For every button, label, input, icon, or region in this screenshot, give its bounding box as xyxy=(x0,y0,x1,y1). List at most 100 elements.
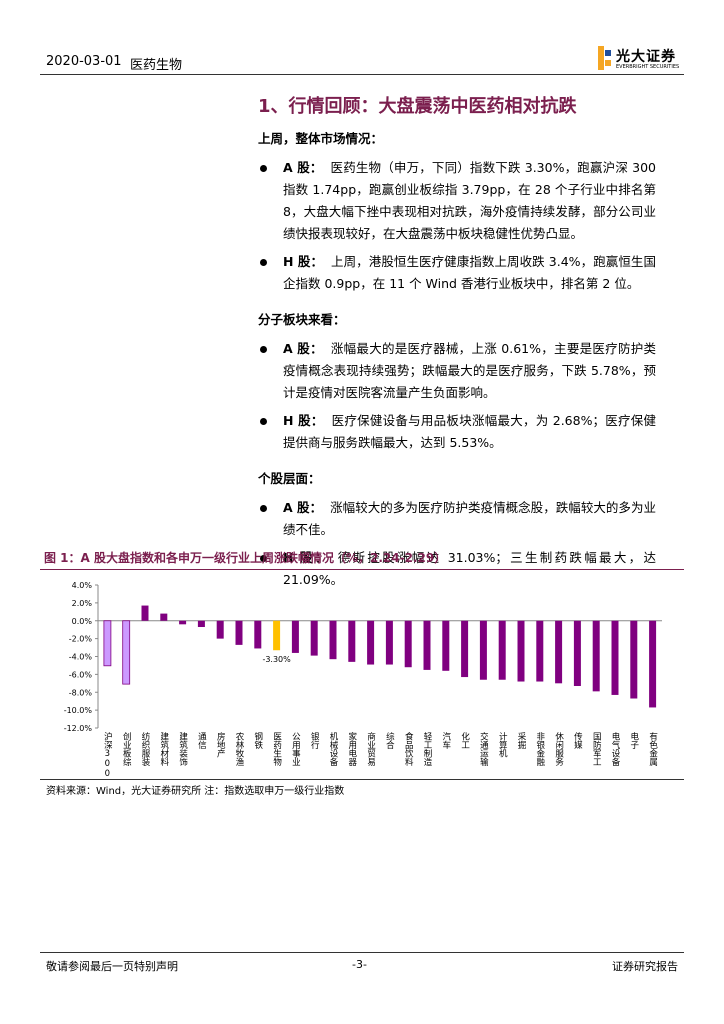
section-title: 1、行情回顾：大盘震荡中医药相对抗跌 xyxy=(258,96,577,117)
y-tick-label: -12.0% xyxy=(64,724,93,733)
bar xyxy=(423,620,431,670)
bullet-lead: A 股： xyxy=(283,500,323,515)
x-tick-label: 农林牧渔 xyxy=(234,731,244,766)
y-tick-label: 0.0% xyxy=(72,617,93,626)
footer-left: 敬请参阅最后一页特别声明 xyxy=(46,960,178,973)
bar xyxy=(197,620,205,628)
bullet-text: 德斯控股涨幅达 31.03%；三生制药跌幅最大，达 21.09%。 xyxy=(283,550,656,587)
x-tick-label: 房地产 xyxy=(215,731,225,758)
x-tick-label: 休闲服务 xyxy=(554,731,564,767)
bullet-item: A 股： 医药生物（申万，下同）指数下跌 3.30%，跑赢沪深 300 指数 1.… xyxy=(258,157,656,245)
caption-rule xyxy=(40,569,684,570)
bar xyxy=(461,620,469,678)
bullet-lead: A 股： xyxy=(283,341,323,356)
bar xyxy=(367,620,375,665)
bar xyxy=(555,620,563,684)
bullet-text: 医药生物（申万，下同）指数下跌 3.30%，跑赢沪深 300 指数 1.74pp… xyxy=(283,160,656,241)
section-body: 上周，整体市场情况： A 股： 医药生物（申万，下同）指数下跌 3.30%，跑赢沪深… xyxy=(258,114,656,597)
bullet-dot xyxy=(260,505,267,512)
y-tick-label: 2.0% xyxy=(72,599,93,608)
bullet-text: 涨幅较大的多为医疗防护类疫情概念股，跌幅较大的多为业绩不佳。 xyxy=(283,500,656,537)
x-tick-label: 医药生物 xyxy=(272,732,282,767)
bar xyxy=(122,620,131,685)
bar xyxy=(160,613,168,621)
bar xyxy=(216,620,224,639)
bullet-dot xyxy=(260,418,267,425)
bar xyxy=(348,620,356,662)
bullet-lead: H 股： xyxy=(283,254,324,269)
bar xyxy=(517,620,525,682)
header-date: 2020-03-01 xyxy=(46,54,122,69)
x-tick-label: 有色金属 xyxy=(648,731,658,767)
bar xyxy=(404,620,412,668)
y-tick-label: -2.0% xyxy=(69,635,93,644)
logo-text: 光大证券 xyxy=(616,49,676,65)
x-tick-label: 交通运输 xyxy=(478,731,488,767)
bullet-text: 上周，港股恒生医疗健康指数上周收跌 3.4%，跑赢恒生国企指数 0.9pp，在 … xyxy=(283,254,656,291)
x-tick-label: 采掘 xyxy=(516,731,526,750)
bar xyxy=(254,620,262,649)
bullet-lead: H 股： xyxy=(283,413,324,428)
bullet-dot xyxy=(260,346,267,353)
bar xyxy=(385,620,393,665)
bar xyxy=(611,620,619,695)
x-tick-label: 建筑装饰 xyxy=(178,731,188,767)
x-tick-label: 家用电器 xyxy=(347,731,357,767)
bullet-item: H 股： 医疗保健设备与用品板块涨幅最大，为 2.68%；医疗保健提供商与服务跌幅… xyxy=(258,410,656,454)
bar xyxy=(592,620,600,692)
group-heading: 上周，整体市场情况： xyxy=(258,131,384,146)
bullet-item: H 股： 德斯控股涨幅达 31.03%；三生制药跌幅最大，达 21.09%。 xyxy=(258,547,656,591)
header-sector: 医药生物 xyxy=(130,58,183,73)
bar xyxy=(179,620,187,625)
bullet-dot xyxy=(260,259,267,266)
bullet-item: H 股： 上周，港股恒生医疗健康指数上周收跌 3.4%，跑赢恒生国企指数 0.9p… xyxy=(258,251,656,295)
group-heading: 分子板块来看： xyxy=(258,312,346,327)
value-label: -3.30% xyxy=(262,655,291,664)
x-tick-label: 机械设备 xyxy=(328,731,338,767)
footer-right: 证券研究报告 xyxy=(612,960,678,973)
figure-source: 资料来源：Wind，光大证券研究所 注：指数选取申万一级行业指数 xyxy=(46,786,345,797)
bullet-dot xyxy=(260,555,267,562)
source-rule xyxy=(40,779,684,780)
bar xyxy=(235,620,243,645)
logo-icon xyxy=(598,46,611,70)
y-tick-label: -4.0% xyxy=(69,653,93,662)
bar xyxy=(649,620,657,708)
x-tick-label: 银行 xyxy=(309,731,319,750)
y-tick-label: -6.0% xyxy=(69,670,93,679)
bar xyxy=(536,620,544,682)
bar xyxy=(310,620,318,656)
x-tick-label: 汽车 xyxy=(441,731,451,750)
logo-en: EVERBRIGHT SECURITIES xyxy=(616,64,680,70)
bullet-item: A 股： 涨幅较大的多为医疗防护类疫情概念股，跌幅较大的多为业绩不佳。 xyxy=(258,497,656,541)
bar xyxy=(141,605,149,621)
x-tick-label: 商业贸易 xyxy=(366,731,376,767)
y-tick-label: -10.0% xyxy=(64,706,93,715)
bar xyxy=(329,620,337,660)
bar xyxy=(498,620,506,680)
bar xyxy=(573,620,581,686)
x-tick-label: 传媒 xyxy=(572,731,582,750)
y-tick-label: 4.0% xyxy=(72,581,93,590)
y-tick-label: -8.0% xyxy=(69,688,93,697)
footer-page: -3- xyxy=(352,958,367,971)
x-tick-label: 化工 xyxy=(460,731,470,749)
bar xyxy=(291,620,299,653)
bar xyxy=(442,620,450,671)
header-rule xyxy=(40,74,684,75)
x-tick-label: 非银金融 xyxy=(535,731,545,767)
bullet-lead: H 股： xyxy=(283,550,330,565)
x-tick-label: 通信 xyxy=(196,731,206,750)
x-tick-label: 建筑材料 xyxy=(159,731,169,767)
figure-caption: 图 1：A 股大盘指数和各申万一级行业上周涨跌幅情况（%，2.24-2.29） xyxy=(44,551,447,565)
bar xyxy=(273,620,281,651)
x-tick-label: 钢铁 xyxy=(253,731,263,750)
x-tick-label: 创业板综 xyxy=(121,731,131,767)
bullet-dot xyxy=(260,165,267,172)
footer-rule xyxy=(40,952,684,953)
chart: 4.0% 2.0% 0.0% -2.0% -4.0% -6.0% -8.0% -10.0% -1… xyxy=(64,581,662,779)
x-tick-label: 沪深300 xyxy=(102,731,112,779)
x-tick-label: 计算机 xyxy=(497,731,507,758)
x-tick-label: 纺织服装 xyxy=(140,731,150,767)
